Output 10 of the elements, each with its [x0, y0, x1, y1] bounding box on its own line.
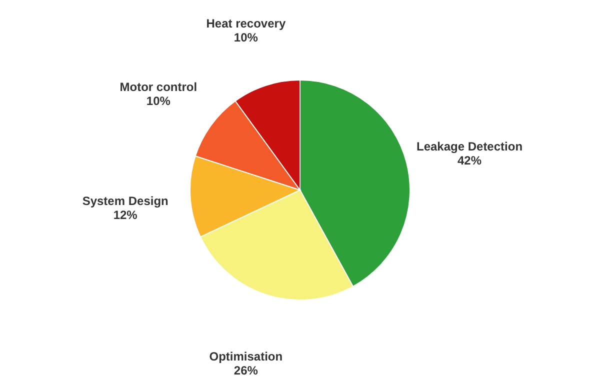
slice-label: Optimisation [209, 349, 283, 364]
data-label: 10% [234, 30, 258, 45]
slice-label: Leakage Detection [416, 139, 523, 154]
data-label: 12% [113, 208, 138, 222]
data-label: 26% [234, 363, 258, 378]
slice-label: System Design [82, 194, 168, 208]
slice-label: Heat recovery [206, 16, 286, 31]
data-label: 10% [146, 94, 171, 108]
data-label: 42% [457, 153, 482, 168]
slice-label: Motor control [120, 80, 198, 94]
